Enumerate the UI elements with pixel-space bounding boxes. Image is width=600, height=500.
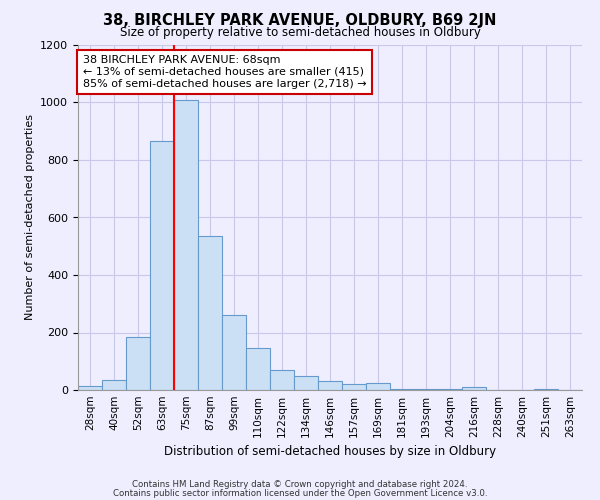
Bar (342, 384, 366, 390)
Bar (294, 376, 318, 390)
Bar (270, 370, 294, 390)
Text: Contains HM Land Registry data © Crown copyright and database right 2024.: Contains HM Land Registry data © Crown c… (132, 480, 468, 489)
Bar (318, 382, 342, 390)
Bar (150, 142, 174, 390)
Bar (390, 388, 414, 390)
Bar (246, 348, 270, 390)
Bar (198, 236, 222, 390)
Bar (414, 388, 438, 390)
Text: Contains public sector information licensed under the Open Government Licence v3: Contains public sector information licen… (113, 488, 487, 498)
Bar (366, 383, 390, 390)
Bar (462, 387, 486, 390)
Text: 38, BIRCHLEY PARK AVENUE, OLDBURY, B69 2JN: 38, BIRCHLEY PARK AVENUE, OLDBURY, B69 2… (103, 12, 497, 28)
X-axis label: Distribution of semi-detached houses by size in Oldbury: Distribution of semi-detached houses by … (164, 446, 496, 458)
Bar (78, 386, 102, 390)
Bar (126, 337, 150, 390)
Bar (438, 388, 462, 390)
Y-axis label: Number of semi-detached properties: Number of semi-detached properties (25, 114, 35, 320)
Text: Size of property relative to semi-detached houses in Oldbury: Size of property relative to semi-detach… (119, 26, 481, 39)
Bar (102, 380, 126, 390)
Bar (222, 316, 246, 390)
Text: 38 BIRCHLEY PARK AVENUE: 68sqm
← 13% of semi-detached houses are smaller (415)
8: 38 BIRCHLEY PARK AVENUE: 68sqm ← 13% of … (83, 56, 367, 88)
Bar (174, 100, 198, 390)
Bar (534, 388, 558, 390)
